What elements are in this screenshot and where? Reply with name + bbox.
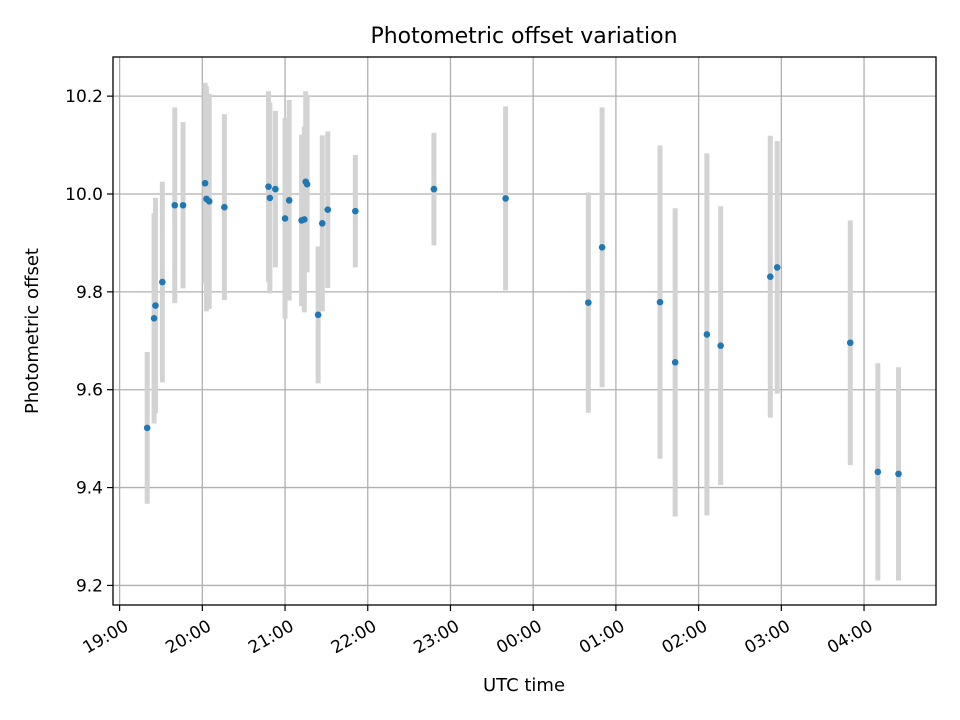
data-point (150, 314, 158, 322)
chart-title: Photometric offset variation (370, 24, 677, 49)
data-point (265, 183, 272, 190)
data-point (285, 197, 293, 204)
data-point (656, 298, 664, 306)
data-point (773, 264, 781, 271)
data-point (171, 201, 179, 209)
y-tick-label: 9.2 (76, 576, 103, 596)
y-axis-label: Photometric offset (22, 248, 43, 414)
data-point (159, 278, 166, 286)
data-points (143, 178, 902, 478)
data-point (201, 179, 209, 187)
data-point (179, 201, 187, 209)
data-point (846, 339, 854, 347)
data-point (766, 273, 774, 280)
y-tick-label: 10.2 (65, 87, 103, 107)
data-point (598, 244, 606, 251)
data-point (303, 180, 311, 188)
data-point (272, 185, 279, 193)
y-tick-label: 9.6 (76, 381, 103, 401)
data-point (895, 470, 902, 478)
data-point (671, 359, 679, 366)
y-tick-label: 10.0 (65, 185, 103, 205)
y-tick-label: 9.4 (76, 479, 103, 499)
data-point (502, 195, 509, 202)
data-point (318, 220, 326, 227)
data-point (301, 216, 308, 223)
data-point (585, 299, 592, 306)
x-axis-label: UTC time (483, 675, 565, 696)
data-point (314, 311, 322, 319)
data-point (352, 207, 359, 215)
data-point (717, 342, 724, 349)
plot-frame (112, 56, 937, 606)
data-point (874, 468, 882, 476)
data-point (703, 331, 711, 338)
data-point (324, 206, 332, 213)
data-point (430, 185, 438, 193)
data-point (152, 302, 159, 309)
data-point (143, 424, 151, 432)
data-point (281, 215, 289, 222)
y-tick-label: 9.8 (76, 283, 103, 303)
grid (113, 57, 936, 605)
data-point (221, 203, 228, 211)
data-point (266, 194, 274, 202)
data-point (205, 198, 213, 205)
